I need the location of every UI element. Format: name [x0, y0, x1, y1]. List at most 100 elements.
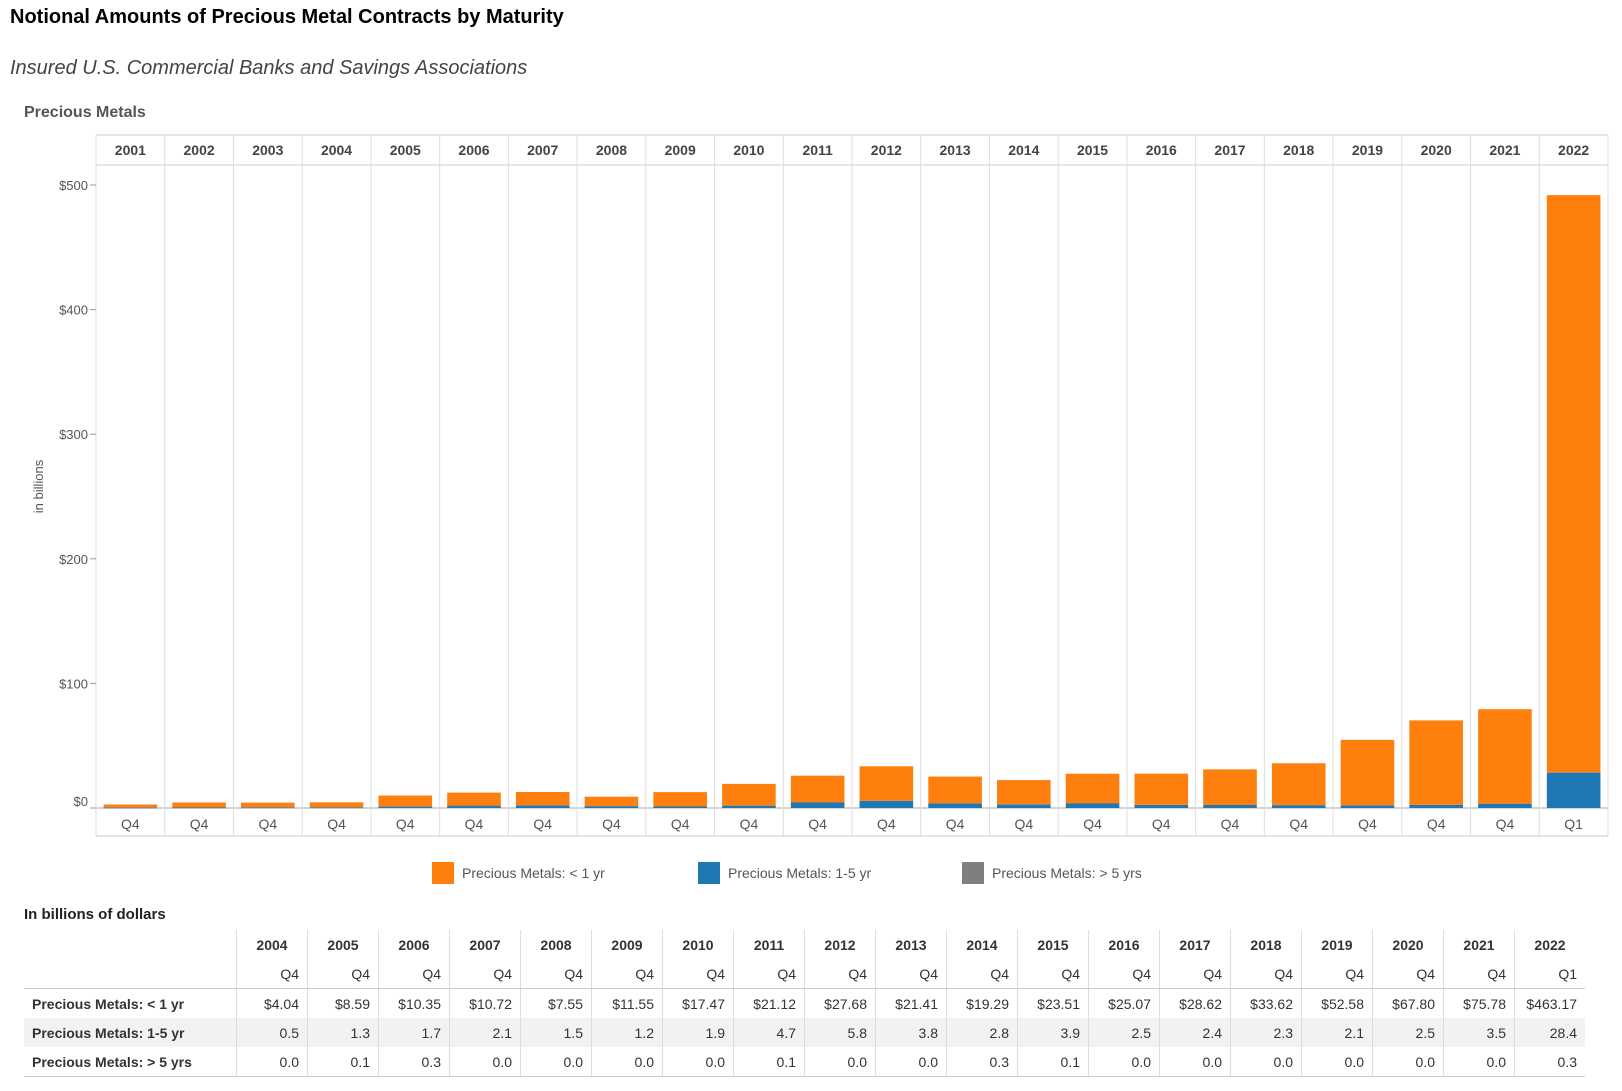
legend-item-gt5[interactable]: Precious Metals: > 5 yrs [962, 862, 1142, 884]
table-cell: 0.0 [1088, 1047, 1160, 1077]
bar-segment [378, 795, 433, 807]
table-cell: 0.5 [236, 1018, 308, 1047]
quarter-label: Q4 [1152, 816, 1171, 832]
bar-segment [790, 775, 845, 803]
quarter-label: Q4 [671, 816, 690, 832]
year-label: 2019 [1352, 142, 1383, 158]
quarter-label: Q4 [602, 816, 621, 832]
bar-segment [928, 803, 982, 808]
legend-swatch-gt5 [962, 862, 984, 884]
bar-segment [1409, 804, 1463, 808]
legend-item-lt1[interactable]: Precious Metals: < 1 yr [432, 862, 605, 884]
table-year-header: 2011 [733, 930, 805, 959]
bar-segment [1546, 772, 1601, 808]
table-cell: 0.0 [1443, 1047, 1515, 1077]
table-cell: $67.80 [1372, 988, 1444, 1018]
table-cell: $7.55 [520, 988, 592, 1018]
quarter-label: Q4 [1083, 816, 1102, 832]
table-row: Precious Metals: 1-5 yr 0.5 1.3 1.7 2.1 1.5 1.… [24, 1018, 1585, 1047]
bar-segment [584, 806, 639, 808]
table-cell: 0.0 [591, 1047, 663, 1077]
legend-item-1-5[interactable]: Precious Metals: 1-5 yr [698, 862, 871, 884]
table-cell: 2.5 [1088, 1018, 1160, 1047]
table-corner [24, 959, 237, 989]
legend-swatch-lt1 [432, 862, 454, 884]
table-cell: $52.58 [1301, 988, 1373, 1018]
quarter-label: Q4 [465, 816, 484, 832]
quarter-label: Q1 [1564, 816, 1583, 832]
table-cell: 1.7 [378, 1018, 450, 1047]
table-cell: 2.5 [1372, 1018, 1444, 1047]
bar-segment [1134, 773, 1189, 805]
legend-label-gt5: Precious Metals: > 5 yrs [992, 865, 1142, 881]
year-label: 2016 [1146, 142, 1177, 158]
year-label: 2013 [940, 142, 971, 158]
table-year-header: 2004 [236, 930, 308, 959]
year-label: 2011 [802, 142, 833, 158]
table-corner [24, 930, 237, 959]
panel-label: Precious Metals [24, 104, 146, 121]
table-quarter-header: Q4 [449, 959, 521, 989]
table-row-label: Precious Metals: < 1 yr [32, 995, 185, 1012]
table-year-header: 2013 [875, 930, 947, 959]
table-cell: 3.5 [1443, 1018, 1515, 1047]
table-quarter-header: Q4 [1372, 959, 1444, 989]
table-cell: 2.8 [946, 1018, 1018, 1047]
table-quarter-header: Q4 [1088, 959, 1160, 989]
bar-segment [1271, 763, 1326, 806]
table-cell: 4.7 [733, 1018, 805, 1047]
table-cell: $27.68 [804, 988, 876, 1018]
year-label: 2018 [1283, 142, 1314, 158]
table-cell: 0.0 [449, 1047, 521, 1077]
y-tick-label: $400 [59, 303, 88, 318]
table-quarter-header: Q4 [1017, 959, 1089, 989]
bar-segment [790, 802, 845, 808]
bar-segment [997, 780, 1051, 805]
table-year-header: 2021 [1443, 930, 1515, 959]
year-label: 2008 [596, 142, 627, 158]
table-year-header: 2022 [1514, 930, 1585, 959]
bar-segment [722, 783, 776, 806]
table-year-header: 2018 [1230, 930, 1302, 959]
table-cell: 0.0 [804, 1047, 876, 1077]
quarter-label: Q4 [190, 816, 209, 832]
quarter-label: Q4 [121, 816, 140, 832]
bar-segment [378, 806, 433, 808]
bar-segment [722, 805, 776, 808]
table-cell: $33.62 [1230, 988, 1302, 1018]
table-quarter-header: Q4 [1159, 959, 1231, 989]
bar-segment [1478, 709, 1532, 804]
table-cell: $8.59 [307, 988, 379, 1018]
table-row-label: Precious Metals: 1-5 yr [24, 1018, 237, 1047]
year-label: 2022 [1558, 142, 1589, 158]
quarter-label: Q4 [1496, 816, 1515, 832]
table-year-header: 2019 [1301, 930, 1373, 959]
table-cell: 0.3 [378, 1047, 450, 1077]
table-cell: 1.5 [520, 1018, 592, 1047]
table-cell: $17.47 [662, 988, 734, 1018]
year-label: 2015 [1077, 142, 1108, 158]
chart-subtitle: Insured U.S. Commercial Banks and Saving… [10, 57, 528, 79]
table-quarter-header: Q4 [520, 959, 592, 989]
table-cell: 0.3 [1514, 1047, 1585, 1077]
quarter-label: Q4 [740, 816, 759, 832]
year-label: 2009 [665, 142, 696, 158]
table-cell: $28.62 [1159, 988, 1231, 1018]
table-year-header: 2012 [804, 930, 876, 959]
table-quarter-header: Q4 [804, 959, 876, 989]
bar-segment [378, 806, 433, 808]
table-title: In billions of dollars [24, 906, 166, 923]
quarter-label: Q4 [396, 816, 415, 832]
table-cell: $10.72 [449, 988, 521, 1018]
bar-segment [515, 792, 570, 806]
table-row: Precious Metals: > 5 yrs 0.0 0.1 0.3 0.0 0.0 0… [24, 1047, 1585, 1077]
table-cell: 28.4 [1514, 1018, 1585, 1047]
table-cell: 1.3 [307, 1018, 379, 1047]
table-cell: 0.0 [662, 1047, 734, 1077]
table-cell: 0.0 [875, 1047, 947, 1077]
table-cell: $19.29 [946, 988, 1018, 1018]
bar-segment [241, 807, 295, 809]
bar-segment [309, 802, 364, 808]
bar-segment [1271, 805, 1326, 808]
year-label: 2004 [321, 142, 352, 158]
